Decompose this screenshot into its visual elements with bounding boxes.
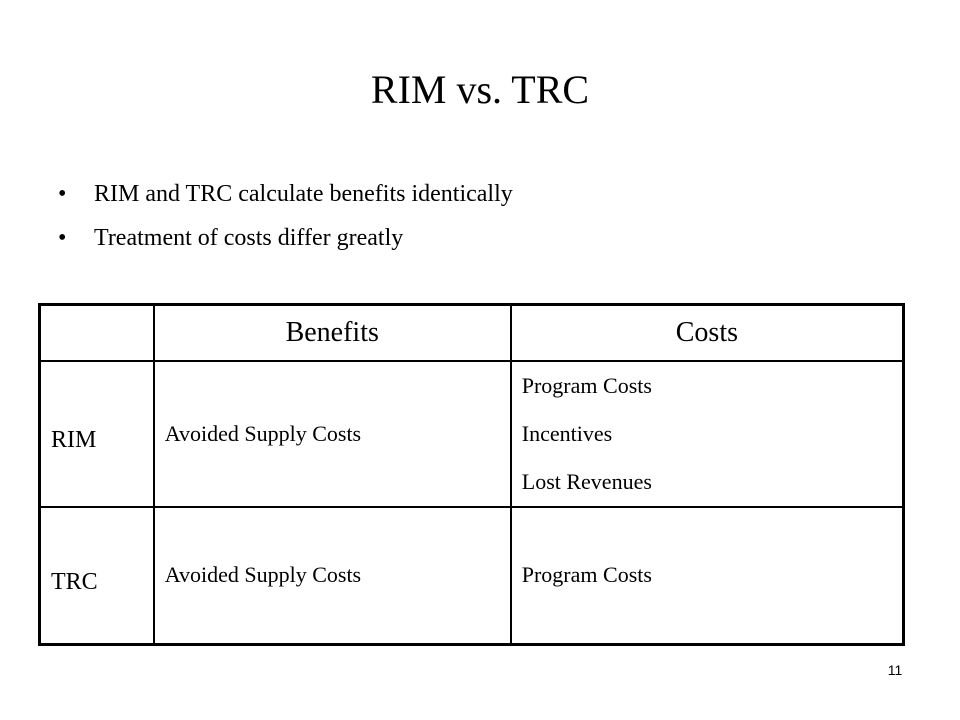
bullet-text: RIM and TRC calculate benefits identical… [94, 181, 513, 207]
slide-title: RIM vs. TRC [370, 67, 590, 112]
bullet-symbol: • [58, 181, 67, 207]
bullet-item: • RIM and TRC calculate benefits identic… [58, 172, 513, 216]
cost-item: Program Costs [521, 372, 652, 398]
trc-costs-cell: Program Costs [509, 505, 905, 646]
trc-benefits-cell: Avoided Supply Costs [152, 505, 512, 646]
rim-costs-list: Program Costs Incentives Lost Revenues [522, 362, 902, 506]
row-label-trc: TRC [37, 505, 155, 646]
cost-item: Program Costs [521, 562, 652, 588]
trc-costs-list: Program Costs [522, 551, 902, 599]
table-header-row: Benefits Costs [37, 303, 905, 362]
row-label-rim: RIM [37, 359, 155, 508]
rim-benefits-cell: Avoided Supply Costs [152, 359, 512, 508]
table-header-blank [37, 303, 155, 362]
table-header-costs: Costs [509, 303, 905, 362]
table-row: TRC Avoided Supply Costs Program Costs [37, 505, 905, 646]
table-row: RIM Avoided Supply Costs Program Costs I… [37, 359, 905, 508]
cost-item: Lost Revenues [521, 468, 652, 494]
comparison-table: Benefits Costs RIM Avoided Supply Costs … [37, 303, 905, 646]
bullet-symbol: • [58, 225, 67, 251]
page-number: 11 [887, 662, 903, 678]
bullet-text: Treatment of costs differ greatly [94, 225, 404, 251]
cost-item: Incentives [521, 420, 613, 446]
table-header-benefits: Benefits [152, 303, 512, 362]
rim-costs-cell: Program Costs Incentives Lost Revenues [509, 359, 905, 508]
bullet-list: • RIM and TRC calculate benefits identic… [58, 172, 513, 260]
bullet-item: • Treatment of costs differ greatly [58, 216, 513, 260]
